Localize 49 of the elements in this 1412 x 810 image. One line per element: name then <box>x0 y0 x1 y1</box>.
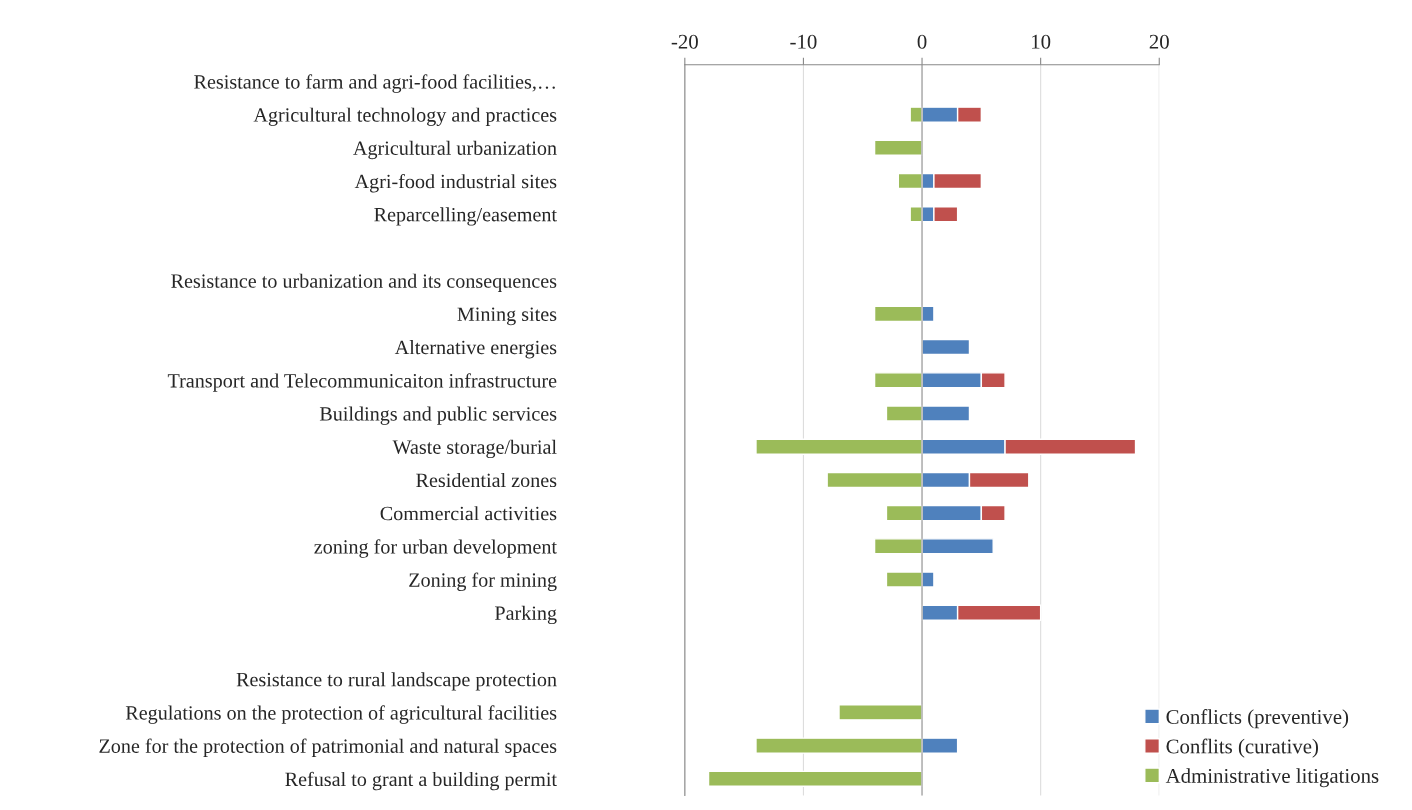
bar <box>873 538 923 555</box>
legend-label: Administrative litigations <box>1165 768 1379 788</box>
bar <box>921 737 959 754</box>
x-tick-label: 0 <box>917 34 927 49</box>
bar <box>909 206 923 223</box>
bar <box>921 305 935 323</box>
bar <box>885 405 923 422</box>
y-tick-label: Resistance to urbanization and its consequences <box>171 273 557 292</box>
y-tick-label: Agri-food industrial sites <box>354 173 557 193</box>
bar <box>921 338 971 356</box>
bar <box>707 770 923 787</box>
x-tick-label: 20 <box>1149 34 1169 49</box>
y-tick-label: Zoning for mining <box>409 572 557 591</box>
y-tick-label: Parking <box>494 605 557 625</box>
bar <box>826 471 923 489</box>
y-tick-label: Alternative energies <box>394 340 557 359</box>
legend-label: Conflicts (preventive) <box>1166 709 1349 729</box>
y-tick-label: Waste storage/burial <box>392 439 557 459</box>
y-tick-label: Resistance to farm and agri-food facilities,… <box>194 74 555 93</box>
bar <box>909 106 923 123</box>
y-tick-label: Regulations on the protection of agricultural facilities <box>125 705 557 724</box>
bar <box>885 571 923 588</box>
bar <box>885 504 923 522</box>
y-tick-label: Reparcelling/easement <box>374 207 557 226</box>
y-tick-label: Buildings and public services <box>319 406 557 425</box>
y-tick-label: zoning for urban development <box>314 539 557 558</box>
bar <box>873 372 923 389</box>
y-tick-label: Refusal to grant a building permit <box>285 771 557 791</box>
y-tick-label: Commercial activities <box>380 506 557 521</box>
bar <box>838 704 923 721</box>
bar <box>755 737 923 754</box>
x-tick-label: 10 <box>1032 34 1051 49</box>
bar <box>755 438 923 455</box>
legend-label: Conflits (curative) <box>1166 738 1318 758</box>
y-tick-label: Zone for the protection of patrimonial and natural spaces <box>99 738 557 757</box>
bar <box>873 305 923 323</box>
bar <box>897 172 923 190</box>
bar <box>921 571 935 588</box>
y-tick-label: Agricultural technology and practices <box>253 107 557 126</box>
bar <box>921 538 994 555</box>
y-tick-label: Transport and Telecommunicaiton infrastructure <box>167 373 557 392</box>
y-tick-label: Residential zones <box>416 472 557 488</box>
y-tick-label: Resistance to rural landscape protection <box>236 672 557 691</box>
x-tick-label: -10 <box>790 34 817 49</box>
bar <box>921 405 971 422</box>
bar <box>873 139 923 156</box>
x-tick-label: -20 <box>671 34 698 49</box>
y-tick-label: Agricultural urbanization <box>353 140 557 160</box>
y-tick-label: Mining sites <box>457 307 557 326</box>
